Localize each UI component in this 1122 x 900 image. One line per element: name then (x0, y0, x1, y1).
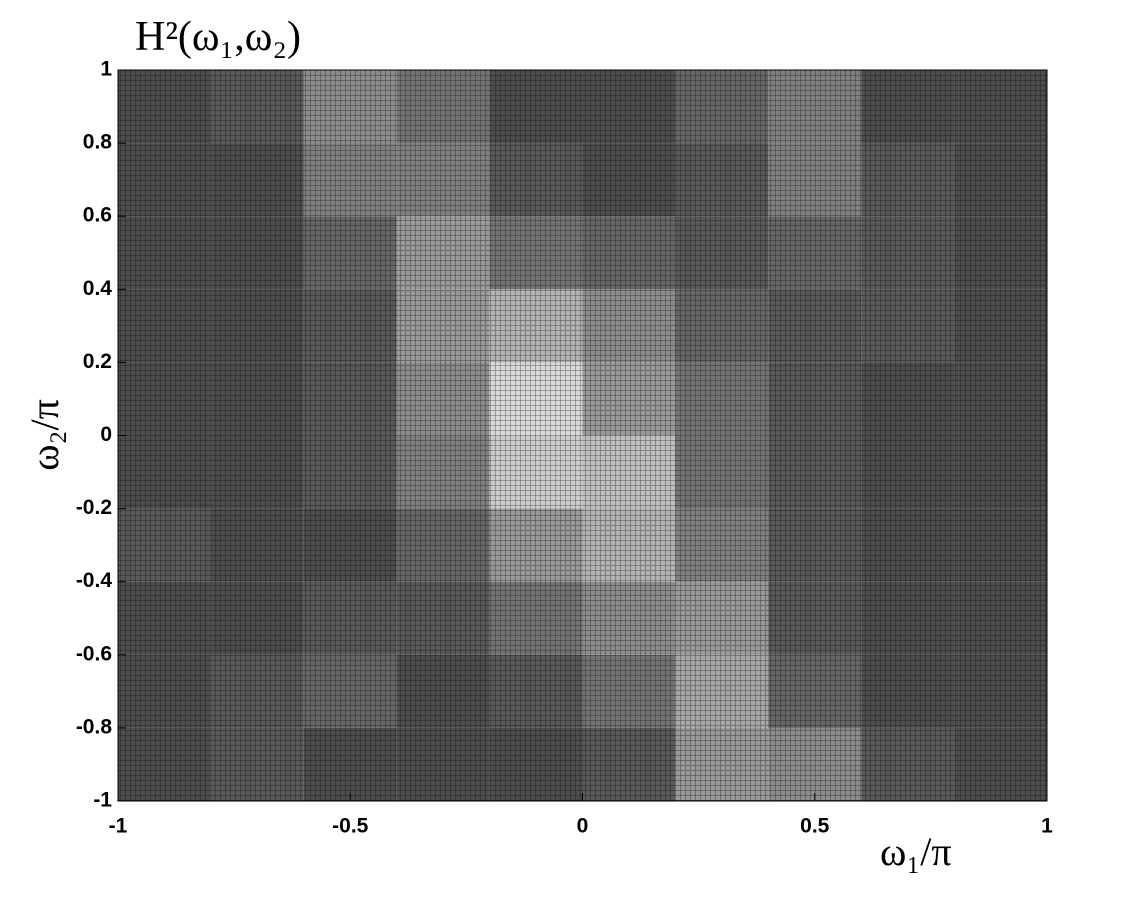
chart-title: H²(ω₁,ω₂) (135, 14, 301, 60)
x-tick-label: -0.5 (332, 815, 369, 838)
y-tick-label: 0.6 (83, 204, 112, 227)
y-tick-label: 0 (100, 423, 112, 446)
y-tick-label: 0.2 (83, 350, 112, 373)
x-tick-label: 0.5 (800, 815, 830, 838)
y-tick-label: -0.6 (76, 642, 112, 665)
y-tick-label: 0.4 (83, 277, 113, 300)
x-tick-label: 0 (577, 815, 589, 838)
x-tick-label: -1 (109, 815, 128, 838)
y-tick-label: 1 (100, 58, 112, 81)
mesh-texture (118, 70, 1047, 801)
x-tick-label: 1 (1041, 815, 1053, 838)
y-tick-label: -0.8 (76, 715, 113, 738)
y-axis-label: ω₂/π (22, 399, 67, 471)
y-tick-label: -1 (93, 789, 112, 812)
x-axis-label: ω₁/π (880, 829, 952, 874)
y-tick-label: -0.4 (76, 569, 113, 592)
y-tick-label: 0.8 (83, 131, 113, 154)
y-tick-label: -0.2 (76, 496, 112, 519)
